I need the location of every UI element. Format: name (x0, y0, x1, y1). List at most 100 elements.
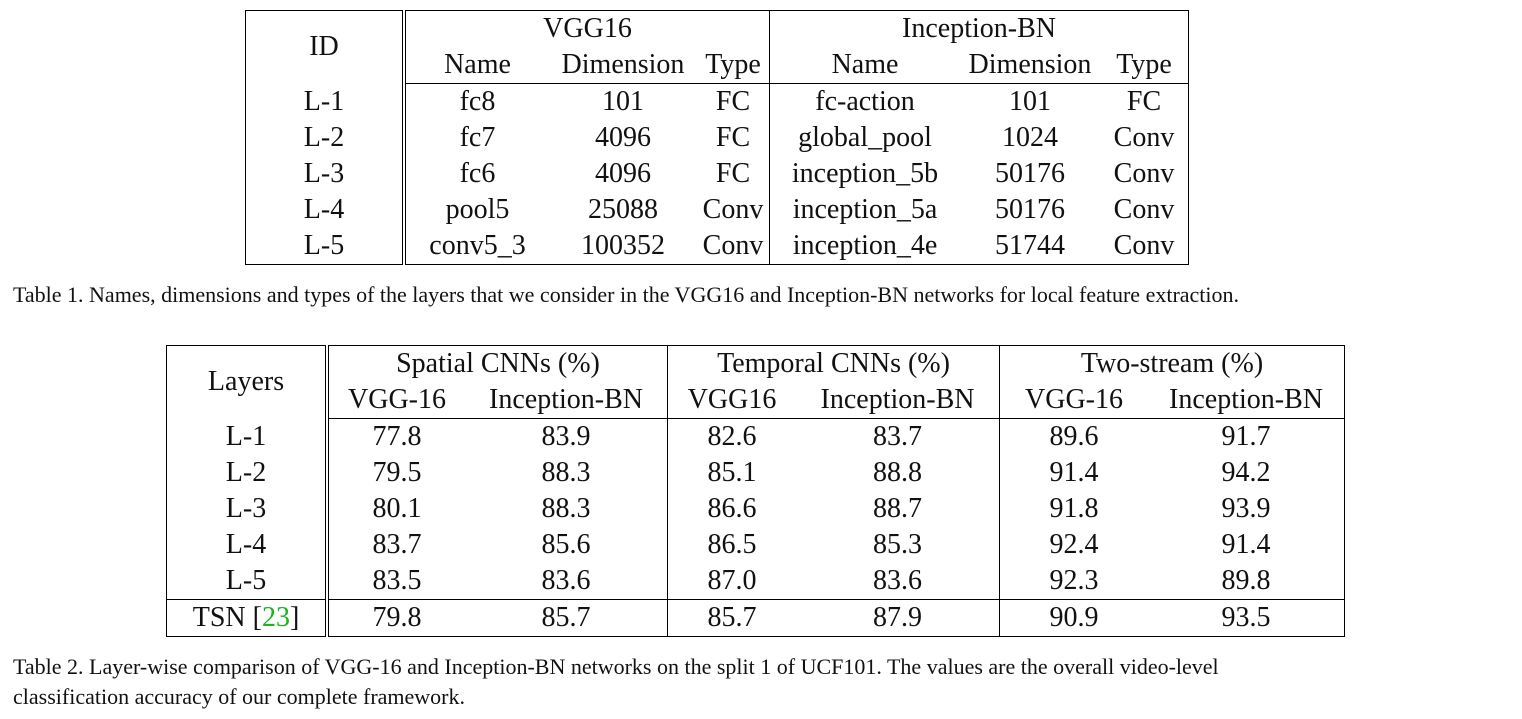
t2-cell: 94.2 (1221, 457, 1271, 488)
t2-cell: 79.8 (327, 599, 465, 637)
t2-cell: 88.8 (796, 455, 1000, 491)
t1-cell: inception_5b (791, 158, 939, 189)
t1-cell: L-1 (245, 83, 406, 120)
t2-cell: 77.8 (372, 421, 422, 452)
t2-cell: 85.3 (796, 527, 1000, 563)
t1-subheader: Dimension (549, 47, 697, 84)
t2-cell: 85.6 (465, 527, 668, 563)
t2-cell: 88.3 (465, 491, 668, 527)
t2-cell: 92.4 (1049, 529, 1099, 560)
t1-cell: 50176 (995, 158, 1065, 189)
t1-cell: L-3 (245, 156, 406, 192)
t1-cell: FC (1126, 86, 1162, 117)
t1-subheader: Name (404, 47, 549, 84)
t1-cell: 100352 (581, 230, 665, 261)
t2-cell: 85.7 (465, 599, 668, 637)
t2-cell: L-5 (166, 563, 329, 600)
t1-cell: 51744 (995, 230, 1065, 261)
t2-cell: L-4 (166, 527, 329, 563)
table-row: L-5 conv5_3 100352 Conv inception_4e 517… (245, 228, 1189, 265)
t1-subheader: Type (697, 47, 770, 84)
t1-subheader: Type (1100, 47, 1189, 84)
t1-cell: fc8 (459, 86, 496, 117)
table-row: L-3 fc6 4096 FC inception_5b 50176 Conv (245, 156, 1189, 192)
citation-link[interactable]: 23 (261, 602, 290, 633)
table-row: L-3 80.1 88.3 86.6 88.7 91.8 93.9 (166, 491, 1345, 527)
t1-cell: 1024 (1002, 122, 1058, 153)
tsn-label-text: TSN [ (192, 602, 262, 633)
t2-cell: 83.7 (796, 418, 1000, 455)
table-1-caption: Table 1. Names, dimensions and types of … (13, 282, 1240, 307)
t2-layers-header: Layers (166, 345, 329, 419)
t1-cell: 4096 (595, 158, 651, 189)
t1-cell: fc7 (459, 122, 496, 153)
t1-cell: inception_4e (792, 230, 938, 261)
t1-cell: 50176 (995, 194, 1065, 225)
t2-cell: 91.4 (1221, 529, 1271, 560)
table-row: L-2 79.5 88.3 85.1 88.8 91.4 94.2 (166, 455, 1345, 491)
t1-cell: FC (697, 120, 770, 156)
t2-cell: 82.6 (707, 421, 757, 452)
t2-subheader: VGG-16 (327, 382, 465, 419)
t1-group-vgg16: VGG16 (404, 10, 770, 47)
t2-cell: 93.9 (1221, 493, 1271, 524)
t1-cell: L-5 (245, 228, 406, 265)
t2-cell: 87.0 (707, 565, 757, 596)
t2-cell: 91.8 (1049, 493, 1099, 524)
t1-cell: L-2 (245, 120, 406, 156)
t1-cell: FC (697, 83, 770, 120)
table-row: L-4 pool5 25088 Conv inception_5a 50176 … (245, 192, 1189, 228)
t1-cell: global_pool (798, 122, 932, 153)
t1-cell: Conv (1113, 194, 1175, 225)
t1-cell: conv5_3 (429, 230, 526, 261)
t1-cell: 4096 (595, 122, 651, 153)
table-row: L-1 77.8 83.9 82.6 83.7 89.6 91.7 (166, 418, 1345, 455)
t2-cell: 85.7 (667, 599, 796, 637)
t1-cell: Conv (1113, 122, 1175, 153)
t1-group-inception: Inception-BN (902, 13, 1056, 44)
table-row: L-1 fc8 101 FC fc-action 101 FC (245, 83, 1189, 120)
caption-line-2: classification accuracy of our complete … (13, 684, 466, 709)
t2-cell: 79.5 (372, 457, 422, 488)
t1-cell: FC (697, 156, 770, 192)
t2-cell: L-1 (166, 418, 329, 455)
t2-cell: 80.1 (372, 493, 422, 524)
t2-cell: 91.4 (1049, 457, 1099, 488)
t2-group-two-stream: Two-stream (%) (1080, 348, 1264, 379)
t2-cell: 88.3 (465, 455, 668, 491)
t2-subheader: VGG-16 (999, 382, 1148, 419)
t2-subheader: VGG16 (667, 382, 796, 419)
t2-cell: L-2 (166, 455, 329, 491)
t2-cell: 83.9 (465, 418, 668, 455)
t2-cell: 93.5 (1148, 599, 1345, 637)
t1-id-header: ID (245, 10, 406, 84)
t2-group-spatial: Spatial CNNs (%) (327, 345, 668, 382)
t1-subheader: Name (769, 47, 960, 84)
table-row: L-2 fc7 4096 FC global_pool 1024 Conv (245, 120, 1189, 156)
table-row: L-4 83.7 85.6 86.5 85.3 92.4 91.4 (166, 527, 1345, 563)
table-2: Layers Spatial CNNs (%) Temporal CNNs (%… (166, 345, 1345, 637)
t1-cell: Conv (1113, 158, 1175, 189)
t1-cell: fc-action (815, 86, 915, 117)
table-row: L-5 83.5 83.6 87.0 83.6 92.3 89.8 (166, 563, 1345, 600)
t1-cell: 101 (1009, 86, 1051, 117)
t2-cell: 91.7 (1221, 421, 1271, 452)
t1-cell: 101 (602, 86, 644, 117)
table-row-tsn: TSN [23] 79.8 85.7 85.7 87.9 90.9 93.5 (166, 599, 1345, 637)
t2-cell: L-3 (166, 491, 329, 527)
t2-cell: 86.6 (707, 493, 757, 524)
caption-line-1: Table 2. Layer-wise comparison of VGG-16… (13, 654, 1219, 679)
t2-cell: 87.9 (796, 599, 1000, 637)
t1-cell: Conv (697, 192, 770, 228)
t2-subheader: Inception-BN (796, 382, 1000, 419)
t2-cell: 88.7 (796, 491, 1000, 527)
t2-tsn-label: TSN [23] (166, 599, 329, 637)
t2-subheader: Inception-BN (465, 382, 668, 419)
t1-subheader: Dimension (960, 47, 1100, 84)
t1-cell: pool5 (445, 194, 510, 225)
t2-cell: 92.3 (1049, 565, 1099, 596)
t2-cell: 89.8 (1221, 565, 1271, 596)
table-1: ID VGG16 Inception-BN Name Dimension Typ… (245, 10, 1189, 265)
t1-cell: 25088 (588, 194, 658, 225)
t2-cell: 86.5 (707, 529, 757, 560)
